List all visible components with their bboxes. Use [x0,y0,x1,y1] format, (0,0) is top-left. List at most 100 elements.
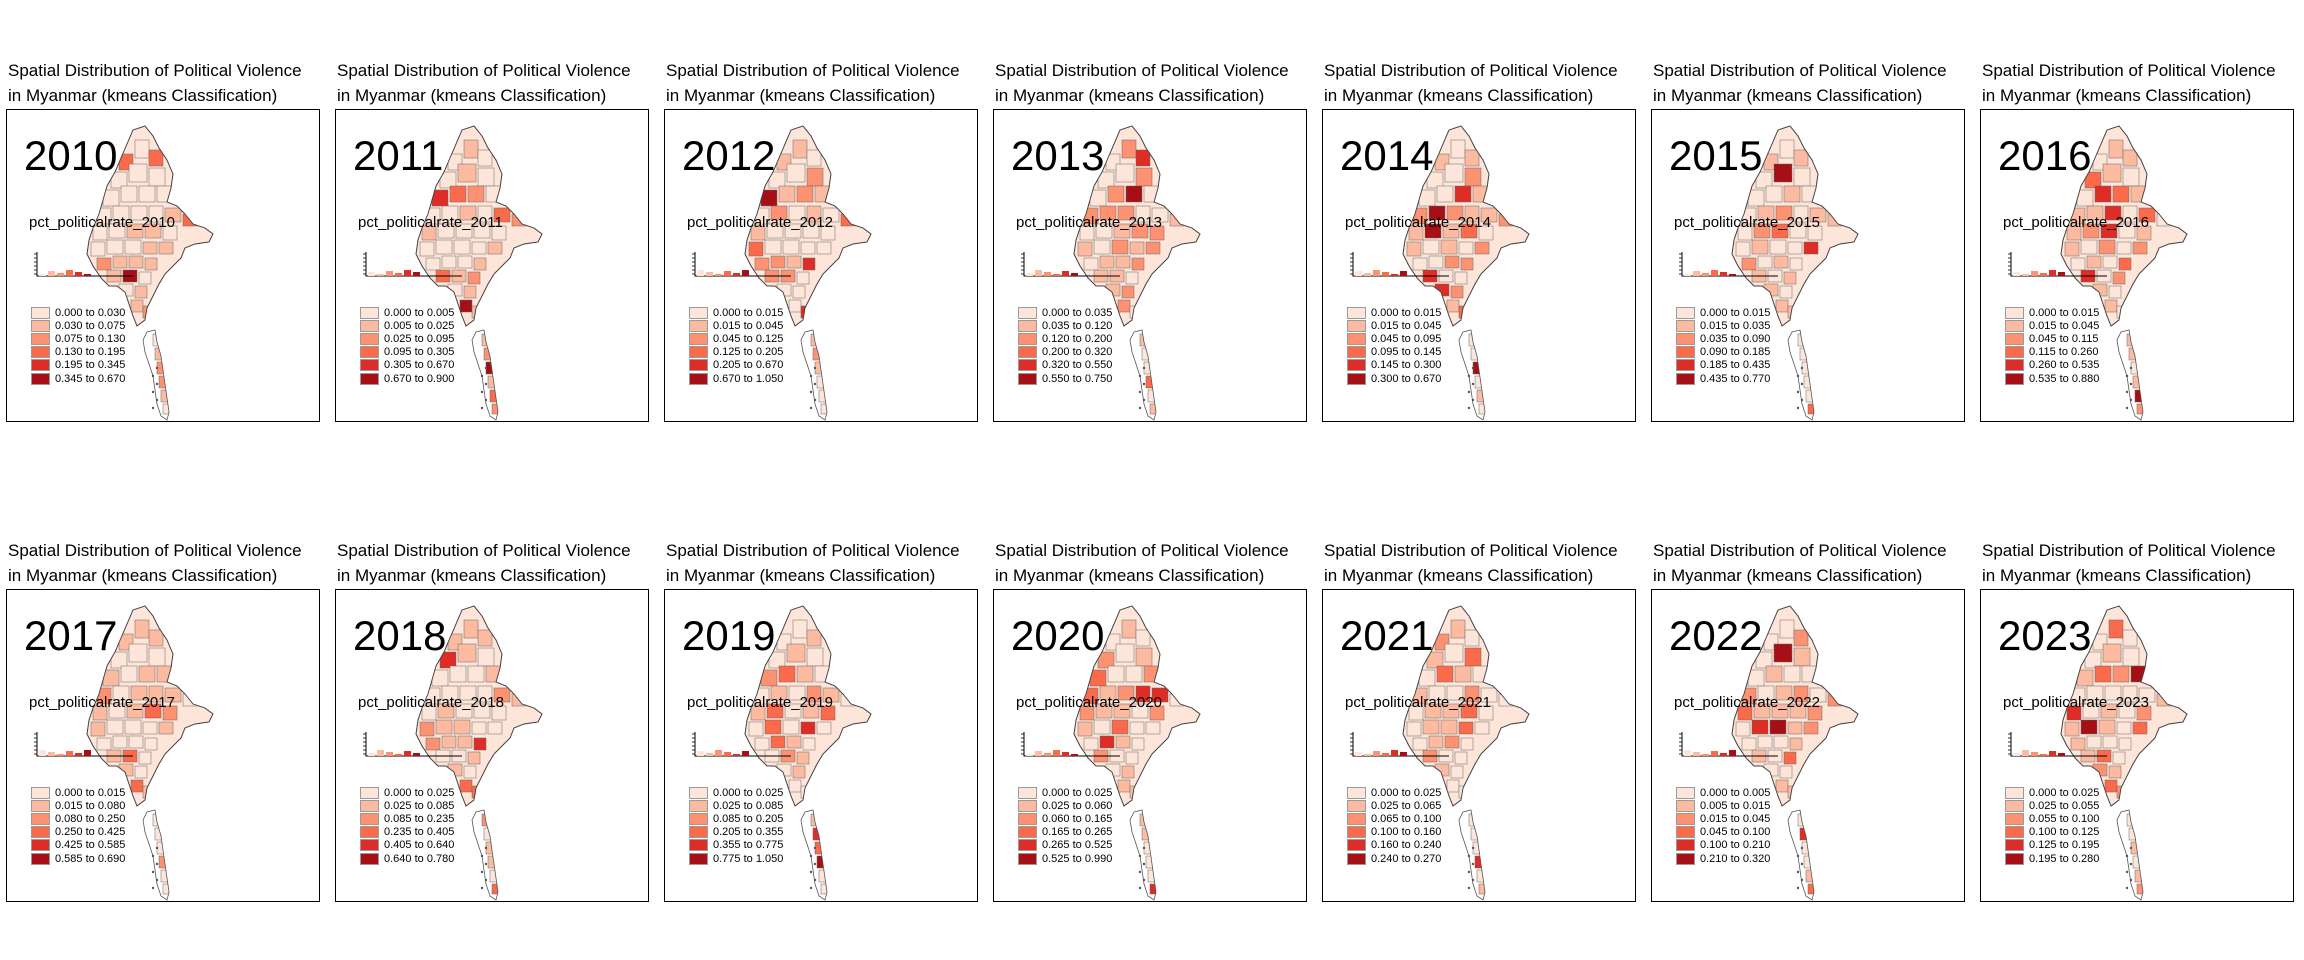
legend-swatch [1347,852,1366,865]
island-dot [1142,382,1146,386]
legend-swatch [689,359,708,372]
histogram-bar [413,272,420,276]
year-label: 2011 [353,132,444,179]
island-dot [151,374,155,378]
island-dot [1796,854,1800,858]
region-cell [1442,703,1460,719]
legend-label: 0.015 to 0.045 [1371,319,1442,332]
region-cell [148,647,166,667]
region-cell [1412,257,1428,271]
region-cell [2108,619,2124,639]
legend-label: 0.095 to 0.145 [1371,346,1442,359]
legend-swatch [2005,346,2024,359]
island-dot [1471,862,1475,866]
region-cell [770,735,786,749]
legend-row: 0.120 to 0.200 [1018,332,1112,345]
panel-title-line1: Spatial Distribution of Political Violen… [666,541,960,560]
legend-label: 0.000 to 0.015 [1371,306,1442,319]
histogram-bar [2013,272,2020,276]
histogram-mini [1350,252,1449,277]
region-cell [459,205,477,221]
histogram-bar [1035,751,1042,756]
region-cell [491,705,507,721]
panel-title: Spatial Distribution of Political Violen… [337,58,667,108]
year-label: 2019 [682,612,776,659]
region-cell [2104,205,2122,221]
region-cell [2064,721,2080,737]
map-frame: 2020 pct_politicalrate_2020 0.000 to 0.025… [993,589,1307,902]
region-cell [2080,239,2098,255]
region-cell [2116,785,2128,799]
histogram-bar [2022,750,2029,756]
region-cell [449,185,467,203]
region-cell [1775,205,1793,221]
region-cell [784,703,802,719]
histogram-bar [395,754,402,756]
region-cell [92,225,108,241]
legend-label: 0.000 to 0.015 [1700,306,1771,319]
panel-title-line1: Spatial Distribution of Political Violen… [995,61,1289,80]
legend-swatch [360,826,379,839]
region-cell [112,205,130,221]
legend-row: 0.045 to 0.095 [1347,332,1441,345]
island-dot [1471,878,1475,882]
region-cell [1787,305,1799,319]
map-panel-2022: Spatial Distribution of Political Violen… [1651,538,1967,902]
region-cell [2134,389,2144,403]
region-cell [1773,643,1793,663]
region-cell [1408,225,1424,241]
island-dot [2129,878,2133,882]
legend-row: 0.000 to 0.015 [1676,306,1770,319]
variable-name: pct_politicalrate_2017 [29,694,175,711]
region-cell [2086,205,2104,221]
legend-swatch [1347,372,1366,385]
region-cell [112,255,128,269]
legend-row: 0.265 to 0.525 [1018,839,1112,852]
region-cell [748,241,764,257]
region-cell [2108,285,2122,299]
legend-label: 0.000 to 0.025 [1371,786,1442,799]
region-cell [473,257,487,271]
region-cell [1107,665,1125,683]
region-cell [1775,685,1793,701]
region-cell [160,389,170,403]
region-cell [457,255,473,269]
region-cell [471,241,487,255]
legend-label: 0.195 to 0.345 [55,359,126,372]
region-cell [467,751,481,765]
legend-label: 0.200 to 0.320 [1042,346,1113,359]
legend-row: 0.195 to 0.345 [31,359,125,372]
legend-label: 0.035 to 0.090 [1700,332,1771,345]
region-cell [2084,651,2102,669]
region-cell [822,687,840,703]
region-cell [1133,799,1145,811]
year-label: 2016 [1998,132,2092,179]
map-panel-2023: Spatial Distribution of Political Violen… [1980,538,2296,902]
legend-swatch [2005,306,2024,319]
region-cell [1783,665,1801,683]
histogram-bar [1355,271,1362,276]
panel-title-line1: Spatial Distribution of Political Violen… [1324,61,1618,80]
legend-row: 0.235 to 0.405 [360,826,454,839]
region-cell [134,765,148,779]
region-cell [148,149,164,167]
region-cell [1799,347,1811,361]
region-cell [144,737,158,751]
island-dot [151,886,155,890]
histogram-bar [57,754,64,756]
region-cell [1133,319,1145,331]
legend-swatch [360,812,379,825]
panel-title: Spatial Distribution of Political Violen… [8,58,338,108]
legend-label: 0.015 to 0.045 [2029,319,2100,332]
legend-swatch [1676,319,1695,332]
year-label: 2010 [24,132,118,179]
legend-label: 0.160 to 0.240 [1371,839,1442,852]
region-cell [477,647,495,667]
region-cell [1129,241,1145,255]
region-cell [1753,703,1771,719]
legend-label: 0.000 to 0.025 [1042,786,1113,799]
map-frame: 2022 pct_politicalrate_2022 0.000 to 0.005… [1651,589,1965,902]
region-cell [788,685,806,701]
legend-row: 0.000 to 0.005 [360,306,454,319]
legend-label: 0.000 to 0.005 [384,306,455,319]
